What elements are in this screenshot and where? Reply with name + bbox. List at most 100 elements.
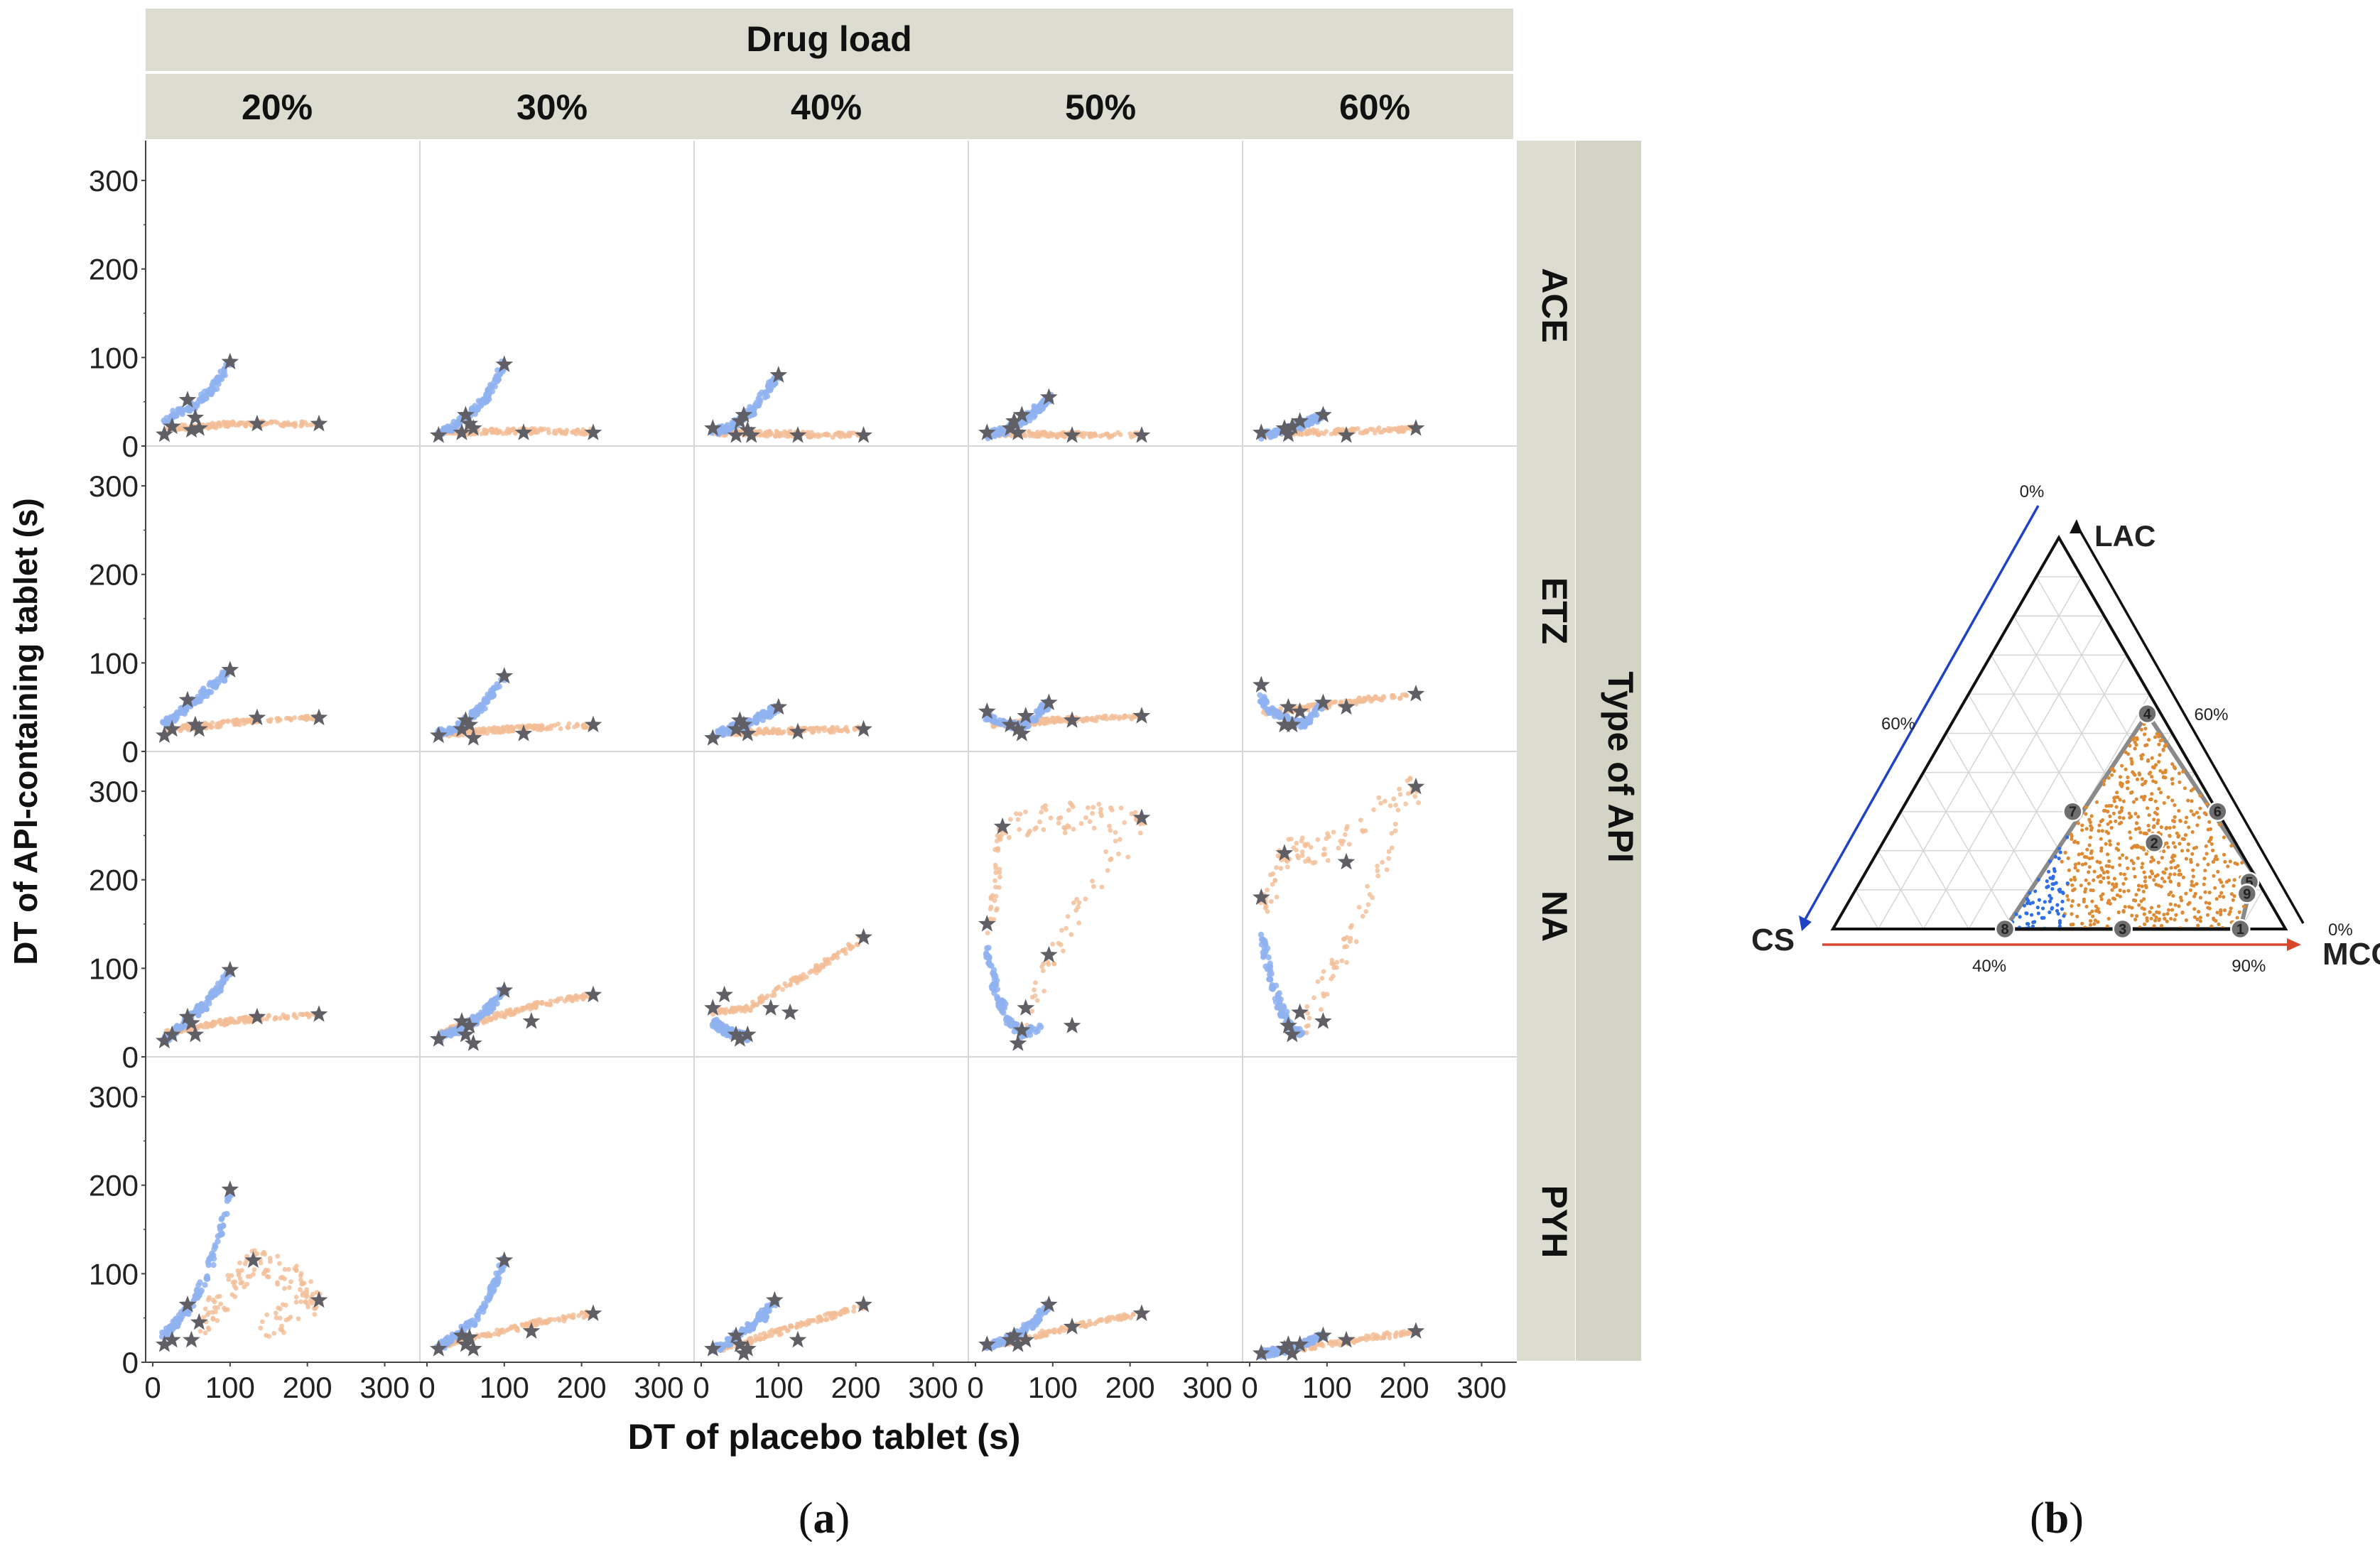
- orange-point: [1059, 928, 1064, 933]
- orange-point: [1064, 925, 1069, 931]
- orange-point: [1006, 835, 1012, 840]
- orange-point: [744, 1004, 749, 1009]
- orange-point: [1379, 697, 1385, 703]
- blue-point: [217, 1232, 223, 1239]
- facet-ace-20: [156, 352, 328, 442]
- orange-point: [1088, 1321, 1093, 1327]
- blue-point: [1276, 990, 1282, 996]
- blue-point: [762, 389, 769, 396]
- blue-point: [1266, 976, 1272, 983]
- orange-point: [563, 430, 569, 435]
- orange-point: [308, 1279, 313, 1284]
- orange-point: [304, 1011, 309, 1016]
- orange-point: [1345, 824, 1350, 829]
- orange-point: [830, 726, 835, 732]
- orange-point: [1015, 817, 1021, 822]
- orange-point: [292, 715, 298, 720]
- blue-point: [175, 1320, 182, 1327]
- orange-point: [1088, 716, 1093, 722]
- design-point-star: [163, 417, 181, 435]
- design-point-star: [495, 355, 514, 372]
- orange-point: [822, 957, 828, 962]
- orange-point: [286, 1285, 292, 1291]
- orange-point: [1299, 853, 1305, 858]
- orange-point: [232, 722, 237, 727]
- blue-point: [212, 1244, 219, 1250]
- blue-point: [217, 1224, 224, 1231]
- x-tick-label: 0: [144, 1371, 161, 1404]
- blue-point: [1266, 707, 1272, 714]
- orange-point: [208, 724, 214, 730]
- orange-point: [231, 420, 237, 426]
- orange-point: [1062, 830, 1068, 835]
- orange-point: [1086, 805, 1091, 810]
- row-header-na: NA: [1535, 891, 1574, 942]
- blue-point: [211, 386, 217, 393]
- orange-point: [1104, 1317, 1110, 1322]
- y-tick-label: 300: [89, 1080, 139, 1114]
- orange-point: [229, 1273, 234, 1278]
- blue-point: [480, 1305, 487, 1313]
- blue-point: [991, 433, 998, 440]
- orange-point: [288, 1315, 293, 1320]
- orange-point: [1040, 805, 1046, 810]
- orange-point: [794, 1325, 799, 1330]
- orange-point: [757, 428, 763, 434]
- orange-point: [773, 433, 779, 439]
- orange-point: [215, 1317, 220, 1323]
- orange-point: [1034, 998, 1040, 1003]
- orange-point: [205, 1325, 211, 1330]
- orange-point: [1109, 808, 1115, 813]
- blue-point: [720, 732, 727, 739]
- blue-point: [218, 673, 225, 679]
- column-header-30: 30%: [516, 87, 588, 127]
- orange-point: [1307, 1016, 1312, 1021]
- orange-point: [1319, 430, 1324, 435]
- blue-point: [473, 407, 480, 413]
- orange-point: [265, 1268, 271, 1273]
- orange-point: [1376, 425, 1382, 430]
- orange-point: [1393, 803, 1398, 808]
- orange-point: [237, 1260, 242, 1266]
- blue-point: [988, 983, 995, 990]
- facet-panel-bg: [420, 446, 694, 751]
- orange-point: [558, 726, 563, 732]
- row-header-pyh: PYH: [1535, 1185, 1574, 1259]
- blue-point: [479, 397, 485, 403]
- orange-point: [264, 420, 270, 426]
- row-header-ace: ACE: [1535, 268, 1574, 343]
- orange-point: [1284, 864, 1290, 870]
- orange-point: [241, 1018, 247, 1023]
- orange-point: [823, 1317, 828, 1322]
- orange-point: [811, 1317, 816, 1323]
- orange-point: [1096, 1317, 1102, 1323]
- orange-point: [774, 986, 780, 991]
- orange-point: [1265, 887, 1270, 893]
- orange-point: [482, 1018, 488, 1023]
- blue-point: [1257, 692, 1263, 698]
- orange-point: [488, 728, 494, 734]
- orange-point: [551, 430, 557, 435]
- orange-point: [509, 1325, 514, 1331]
- column-header-40: 40%: [791, 87, 862, 127]
- api-type-header-bg: [1576, 141, 1641, 1361]
- facet-panel-bg: [146, 751, 420, 1057]
- blue-point: [724, 1335, 731, 1342]
- blue-point: [170, 408, 176, 414]
- orange-point: [1363, 909, 1369, 914]
- orange-point: [1365, 902, 1371, 907]
- blue-point: [485, 695, 491, 702]
- blue-point: [1267, 963, 1273, 969]
- orange-point: [566, 721, 572, 727]
- orange-point: [842, 1310, 848, 1315]
- blue-point: [168, 415, 175, 422]
- orange-point: [1058, 942, 1064, 947]
- orange-point: [1329, 431, 1334, 437]
- facet-marks: [156, 352, 1425, 1362]
- orange-point: [1039, 810, 1044, 815]
- orange-point: [275, 1254, 281, 1259]
- orange-point: [264, 1273, 270, 1279]
- orange-point: [511, 426, 516, 432]
- orange-point: [1269, 898, 1274, 904]
- orange-point: [1023, 809, 1028, 815]
